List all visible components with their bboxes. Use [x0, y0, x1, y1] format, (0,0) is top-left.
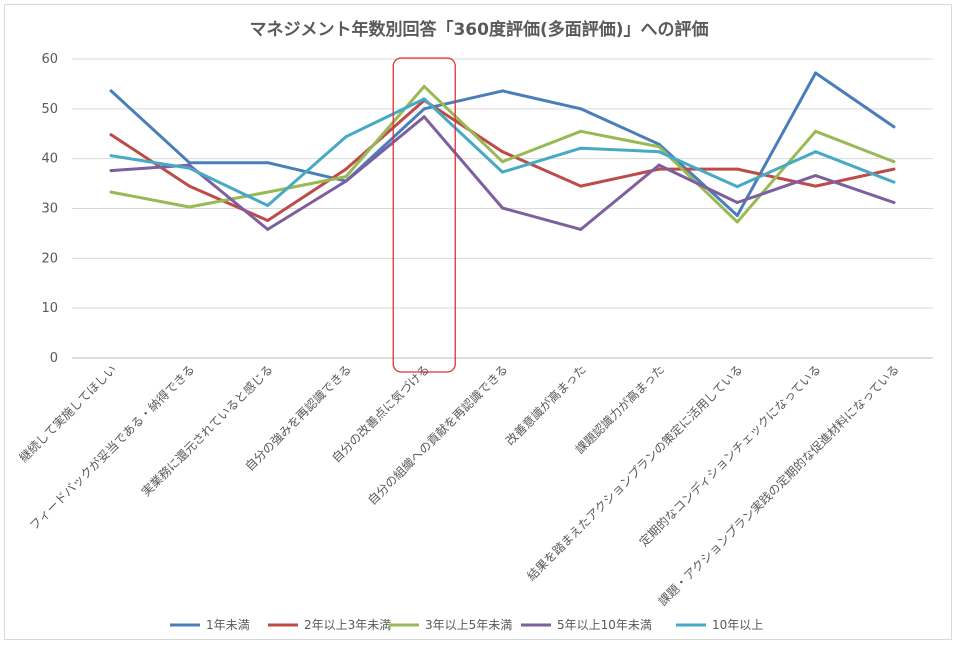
- legend-label: 10年以上: [712, 618, 763, 632]
- data-point: [266, 161, 270, 165]
- data-point: [501, 89, 504, 93]
- x-tick-label: 改善意識が高まった: [502, 362, 589, 449]
- data-point: [266, 190, 270, 194]
- chart-frame: マネジメント年数別回答「360度評価(多面評価)」への評価 0 10 20 30 40 5…: [4, 4, 952, 640]
- data-point: [892, 180, 896, 184]
- legend-label: 2年以上3年未満: [304, 618, 391, 632]
- data-point: [501, 206, 504, 210]
- data-point: [501, 150, 504, 154]
- data-point: [579, 107, 583, 111]
- data-point: [892, 160, 896, 164]
- data-point: [109, 169, 113, 173]
- data-point: [735, 220, 739, 224]
- data-point: [579, 184, 583, 188]
- data-point: [109, 190, 113, 194]
- data-point: [657, 150, 661, 154]
- y-tick-label: 0: [50, 351, 58, 366]
- data-point: [735, 213, 739, 217]
- grid-layer: [72, 58, 933, 359]
- data-point: [579, 146, 583, 150]
- data-point: [187, 166, 191, 170]
- y-tick-label: 30: [41, 202, 58, 217]
- data-point: [187, 161, 191, 165]
- data-point: [814, 174, 818, 178]
- data-point: [344, 135, 348, 139]
- data-point: [657, 142, 661, 146]
- data-point: [657, 145, 661, 149]
- data-point: [187, 205, 191, 209]
- data-point: [814, 71, 818, 75]
- y-axis: 0 10 20 30 40 50 60: [41, 52, 58, 366]
- data-point: [892, 201, 896, 205]
- legend: 1年未満 2年以上3年未満 3年以上5年未満 5年以上10年未満 10年以上: [170, 618, 763, 632]
- data-point: [501, 170, 504, 174]
- data-point: [892, 125, 896, 129]
- data-point: [422, 97, 426, 101]
- line-chart: マネジメント年数別回答「360度評価(多面評価)」への評価 0 10 20 30 40 5…: [16, 19, 933, 632]
- legend-label: 1年未満: [206, 618, 250, 632]
- data-point: [109, 133, 113, 137]
- data-point: [422, 84, 426, 88]
- data-point: [187, 163, 191, 167]
- data-point: [344, 167, 348, 171]
- data-point: [266, 227, 270, 231]
- data-point: [266, 204, 270, 208]
- data-point: [344, 179, 348, 183]
- x-tick-label: 定期的なコンディションチェックになっている: [636, 362, 824, 550]
- data-point: [187, 184, 191, 188]
- series-layer: [109, 71, 896, 231]
- data-point: [735, 167, 739, 171]
- y-tick-label: 40: [41, 152, 58, 167]
- data-point: [657, 163, 661, 167]
- y-tick-label: 20: [41, 251, 58, 266]
- data-point: [735, 185, 739, 189]
- data-point: [109, 89, 113, 93]
- legend-label: 3年以上5年未満: [425, 618, 512, 632]
- data-point: [814, 150, 818, 154]
- data-point: [892, 167, 896, 171]
- data-point: [266, 218, 270, 222]
- data-point: [814, 129, 818, 133]
- chart-title: マネジメント年数別回答「360度評価(多面評価)」への評価: [249, 19, 708, 40]
- y-tick-label: 60: [41, 52, 58, 67]
- data-point: [501, 160, 504, 164]
- x-tick-label: フィードバックが妥当である・納得できる: [26, 362, 197, 533]
- data-point: [579, 129, 583, 133]
- y-tick-label: 10: [41, 301, 58, 316]
- series-line-1: [109, 71, 896, 217]
- legend-label: 5年以上10年未満: [557, 618, 652, 632]
- highlight-layer: [392, 57, 456, 373]
- data-point: [344, 175, 348, 179]
- y-tick-label: 50: [41, 102, 58, 117]
- data-point: [422, 107, 426, 111]
- x-tick-label: 実業務に還元されていると感じる: [138, 362, 276, 500]
- highlight-box: [392, 57, 456, 373]
- data-point: [579, 227, 583, 231]
- data-point: [422, 115, 426, 119]
- data-point: [814, 184, 818, 188]
- data-point: [109, 154, 113, 158]
- x-axis: 継続して実施してほしいフィードバックが妥当である・納得できる実業務に還元されてい…: [16, 362, 902, 609]
- x-tick-label: 自分の組織への貢献を再認識できる: [364, 362, 510, 508]
- data-point: [735, 201, 739, 205]
- x-tick-label: 課題認識力が高まった: [572, 362, 667, 457]
- data-point: [657, 167, 661, 171]
